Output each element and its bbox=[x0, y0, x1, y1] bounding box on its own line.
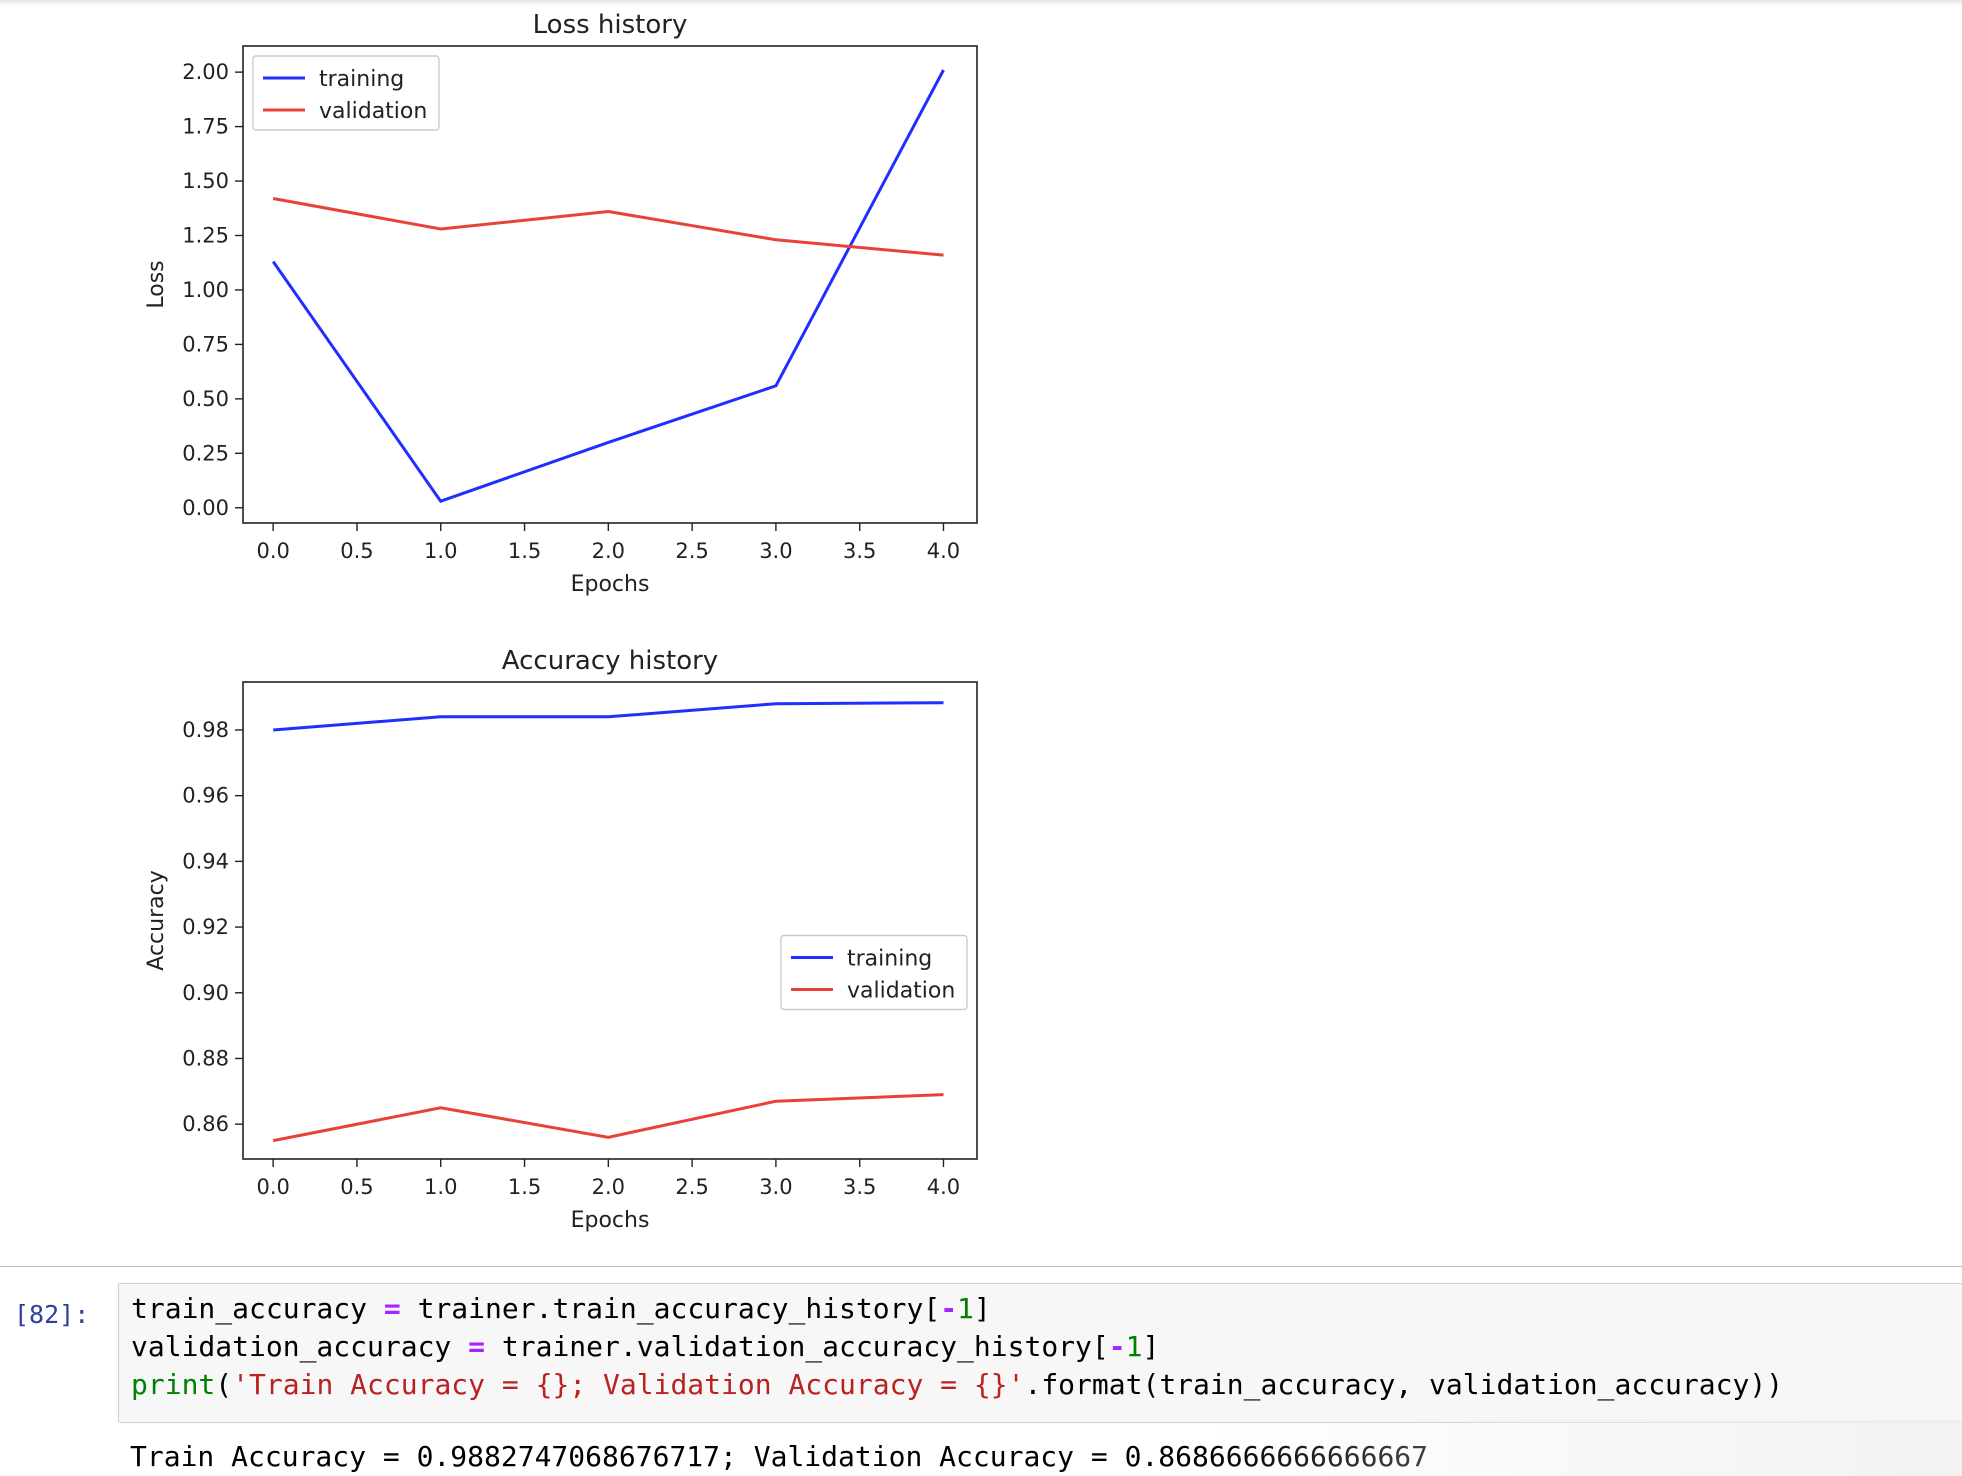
code-token: 1 bbox=[1125, 1330, 1143, 1363]
chart-title: Loss history bbox=[533, 10, 688, 40]
x-tick-label: 2.5 bbox=[675, 539, 708, 563]
x-tick-label: 4.0 bbox=[927, 539, 960, 563]
y-axis-label: Accuracy bbox=[144, 870, 169, 970]
x-tick-label: 0.5 bbox=[340, 1175, 373, 1199]
y-axis-label: Loss bbox=[144, 260, 169, 308]
x-tick-label: 3.0 bbox=[759, 1175, 792, 1199]
chart-title: Accuracy history bbox=[502, 646, 718, 676]
accuracy-history-chart: Accuracy history 0.0 0.5 1.0 1.5 2.0 2.5 3.0 3.5… bbox=[144, 646, 978, 1233]
x-tick-label: 1.5 bbox=[508, 539, 541, 563]
y-tick-label: 0.86 bbox=[182, 1112, 229, 1136]
x-tick-label: 1.5 bbox=[508, 1175, 541, 1199]
x-tick-label: 0.0 bbox=[256, 539, 289, 563]
y-tick-label: 0.98 bbox=[182, 718, 229, 742]
code-line-2[interactable]: validation_accuracy = trainer.validation… bbox=[131, 1330, 1159, 1363]
code-token: - bbox=[940, 1292, 958, 1325]
x-tick-label: 4.0 bbox=[927, 1175, 960, 1199]
code-token: .format(train_accuracy, validation_accur… bbox=[1024, 1368, 1784, 1401]
notebook-top-edge bbox=[0, 0, 1962, 6]
x-tick-label: 2.0 bbox=[592, 539, 625, 563]
series-line-training bbox=[271, 69, 945, 503]
y-tick-label: 0.88 bbox=[182, 1046, 229, 1070]
code-line-3[interactable]: print('Train Accuracy = {}; Validation A… bbox=[131, 1368, 1783, 1401]
code-token: train_accuracy bbox=[131, 1292, 368, 1325]
plot-frame bbox=[242, 681, 978, 1160]
legend-label: training bbox=[319, 67, 404, 92]
y-tick-label: 0.25 bbox=[182, 441, 229, 465]
x-tick-label: 3.5 bbox=[843, 539, 876, 563]
code-token: trainer.validation_accuracy_history[ bbox=[501, 1330, 1109, 1363]
x-tick-label: 3.0 bbox=[759, 539, 792, 563]
legend-label: validation bbox=[319, 99, 427, 124]
series-line-validation bbox=[272, 1093, 944, 1143]
y-tick-label: 0.90 bbox=[182, 981, 229, 1005]
x-tick-label: 0.5 bbox=[340, 539, 373, 563]
cell-divider bbox=[0, 1266, 1962, 1267]
code-token: = bbox=[383, 1292, 401, 1325]
y-tick-label: 0.00 bbox=[182, 496, 229, 520]
series-line-training bbox=[273, 701, 944, 732]
y-tick-label: 0.94 bbox=[182, 849, 229, 873]
code-token: 'Train Accuracy = {}; Validation Accurac… bbox=[232, 1368, 1025, 1401]
y-tick-label: 0.50 bbox=[182, 387, 229, 411]
code-token: ( bbox=[215, 1368, 233, 1401]
y-tick-label: 1.50 bbox=[182, 169, 229, 193]
y-tick-label: 1.75 bbox=[182, 115, 229, 139]
code-token: trainer.train_accuracy_history[ bbox=[417, 1292, 941, 1325]
code-token: ] bbox=[1142, 1330, 1160, 1363]
x-tick-label: 1.0 bbox=[424, 1175, 457, 1199]
legend-label: training bbox=[847, 947, 932, 972]
code-line-1[interactable]: train_accuracy = trainer.train_accuracy_… bbox=[131, 1292, 991, 1325]
x-axis-label: Epochs bbox=[571, 572, 650, 597]
loss-history-chart: Loss history 0.0 0.5 1.0 1.5 2.0 2.5 3.0 3.5 4.0 0… bbox=[144, 10, 978, 597]
y-tick-label: 1.00 bbox=[182, 278, 229, 302]
plot-frame bbox=[242, 45, 978, 524]
x-axis-label: Epochs bbox=[571, 1208, 650, 1233]
code-token: = bbox=[468, 1330, 486, 1363]
code-token: ] bbox=[973, 1292, 991, 1325]
x-tick-label: 1.0 bbox=[424, 539, 457, 563]
code-token: validation_accuracy bbox=[131, 1330, 452, 1363]
x-tick-label: 0.0 bbox=[256, 1175, 289, 1199]
cell-output: Train Accuracy = 0.9882747068676717; Val… bbox=[130, 1440, 1429, 1473]
cell-prompt: [82]: bbox=[14, 1300, 90, 1329]
x-tick-label: 2.0 bbox=[592, 1175, 625, 1199]
legend: training validation bbox=[252, 55, 440, 131]
y-tick-label: 0.92 bbox=[182, 915, 229, 939]
output-fade-overlay bbox=[1200, 1420, 1962, 1476]
code-token: 1 bbox=[957, 1292, 974, 1325]
code-cell-editor[interactable]: train_accuracy = trainer.train_accuracy_… bbox=[118, 1283, 1962, 1423]
y-tick-label: 0.75 bbox=[182, 332, 229, 356]
legend-label: validation bbox=[847, 979, 955, 1004]
series-line-validation bbox=[272, 197, 944, 257]
x-tick-label: 2.5 bbox=[675, 1175, 708, 1199]
legend: training validation bbox=[780, 934, 968, 1011]
y-tick-label: 0.96 bbox=[182, 784, 229, 808]
y-tick-label: 1.25 bbox=[182, 223, 229, 247]
code-token: - bbox=[1108, 1330, 1126, 1363]
code-token: print bbox=[131, 1368, 216, 1401]
x-tick-label: 3.5 bbox=[843, 1175, 876, 1199]
y-tick-label: 2.00 bbox=[182, 60, 229, 84]
